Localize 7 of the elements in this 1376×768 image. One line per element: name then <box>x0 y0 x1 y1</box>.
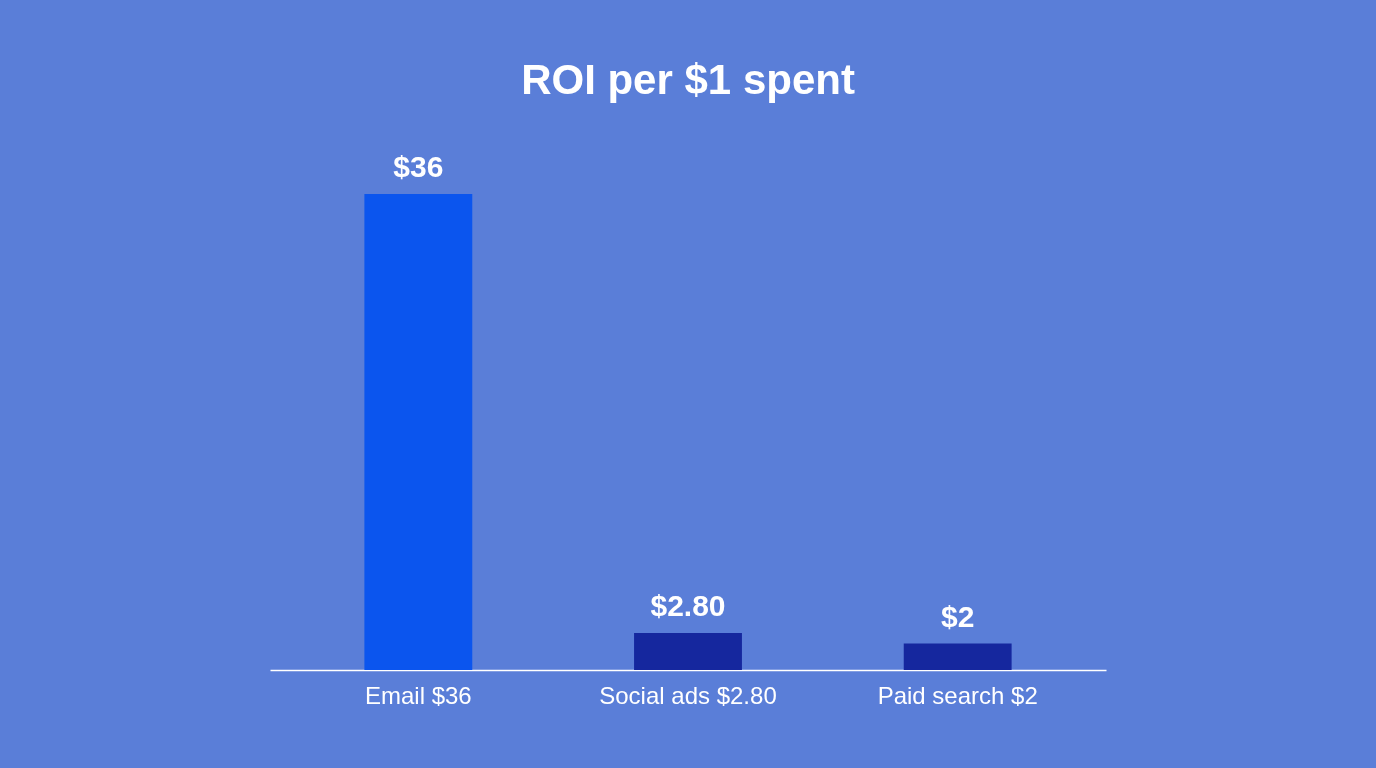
x-tick-label: Email $36 <box>364 681 472 709</box>
data-label: $36 <box>393 150 444 183</box>
x-tick-label: Paid search $2 <box>877 681 1038 709</box>
data-label: $2.80 <box>650 588 726 622</box>
chart-title: ROI per $1 spent <box>521 56 855 103</box>
x-tick-label: Social ads $2.80 <box>599 681 777 709</box>
data-label: $2 <box>940 599 975 633</box>
